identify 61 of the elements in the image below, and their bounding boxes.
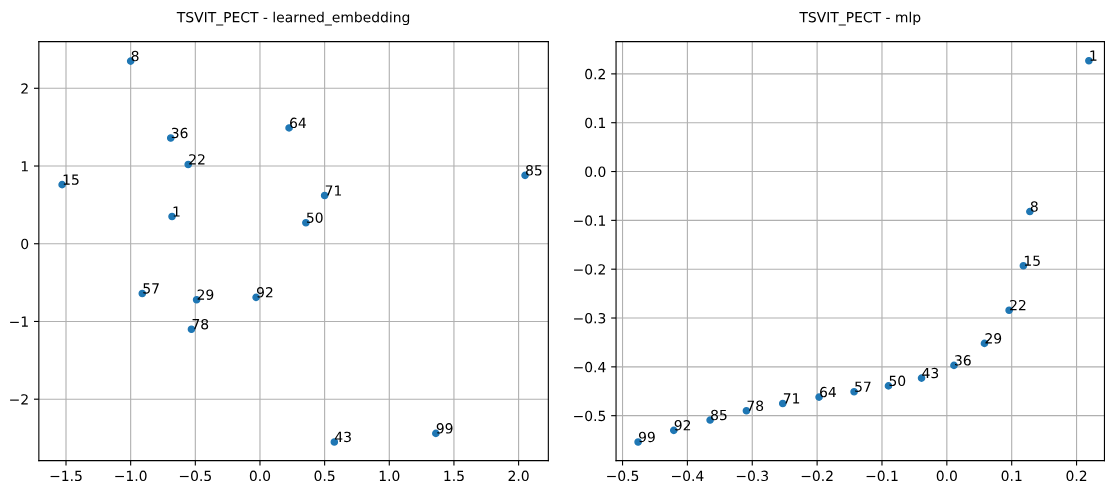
x-tick-label: 0.1 [1001, 470, 1022, 482]
y-tick-label: −0.3 [574, 312, 606, 324]
annotation: 57 [143, 283, 159, 294]
x-tick-label: 1.5 [444, 470, 464, 482]
x-tick-label: −0.2 [801, 470, 833, 482]
x-tick-label: −1.5 [50, 470, 82, 482]
y-tick-label: −0.4 [574, 361, 606, 373]
annotation: 1 [1090, 50, 1097, 61]
y-tick-label: −1 [10, 316, 28, 327]
annotation: 15 [63, 174, 79, 185]
annotation: 36 [171, 127, 188, 139]
annotation: 22 [189, 154, 205, 165]
annotation: 92 [674, 420, 691, 431]
x-tick-label: −0.4 [672, 470, 704, 482]
annotation: 43 [335, 431, 351, 443]
x-tick-label: −0.3 [736, 470, 769, 482]
y-tick-label: −0.1 [574, 215, 606, 226]
y-tick-label: 0.2 [585, 68, 605, 80]
annotation: 85 [711, 409, 727, 421]
annotation: 43 [922, 367, 939, 379]
y-tick-label: 2 [21, 83, 28, 94]
x-tick-label: 0.0 [249, 470, 271, 482]
y-tick-label: 0.1 [585, 117, 606, 129]
chart-title: TSVIT_PECT - learned_embedding [176, 11, 410, 26]
annotation: 29 [197, 289, 214, 300]
annotation: 71 [783, 393, 800, 404]
x-tick-label: 0.5 [314, 470, 335, 482]
annotation: 99 [638, 431, 655, 443]
annotation: 64 [290, 117, 306, 129]
x-tick-label: −1.0 [115, 470, 147, 482]
x-tick-label: 2.0 [508, 470, 529, 482]
annotation: 8 [1030, 201, 1038, 212]
annotation: 22 [1010, 299, 1026, 311]
annotation: 1 [173, 206, 180, 217]
x-tick-label: 0.0 [936, 470, 957, 482]
x-tick-label: 1.0 [379, 470, 400, 482]
annotation: 71 [325, 185, 342, 196]
annotation: 78 [192, 318, 209, 330]
annotation: 78 [747, 400, 764, 411]
x-tick-label: −0.5 [179, 470, 211, 482]
y-tick-label: 0 [21, 238, 29, 250]
annotation: 64 [820, 386, 836, 398]
annotation: 50 [306, 212, 323, 223]
annotation: 92 [256, 287, 273, 298]
x-tick-label: 0.2 [1066, 470, 1087, 482]
y-tick-label: −2 [10, 394, 28, 405]
x-tick-label: −0.1 [866, 470, 898, 482]
y-tick-label: 0.0 [585, 166, 606, 178]
chart-title: TSVIT_PECT - mlp [799, 11, 921, 26]
y-tick-label: −0.2 [574, 264, 605, 275]
annotation: 50 [889, 375, 906, 387]
annotation: 29 [985, 333, 1002, 344]
y-tick-label: 1 [21, 161, 28, 172]
annotation: 15 [1024, 255, 1040, 266]
annotation: 36 [955, 355, 971, 366]
y-tick-label: −0.5 [574, 410, 606, 422]
annotation: 57 [855, 381, 871, 392]
x-tick-label: −0.5 [607, 470, 639, 482]
annotation: 99 [436, 423, 453, 434]
annotation: 85 [526, 165, 542, 176]
annotation: 8 [131, 50, 139, 62]
